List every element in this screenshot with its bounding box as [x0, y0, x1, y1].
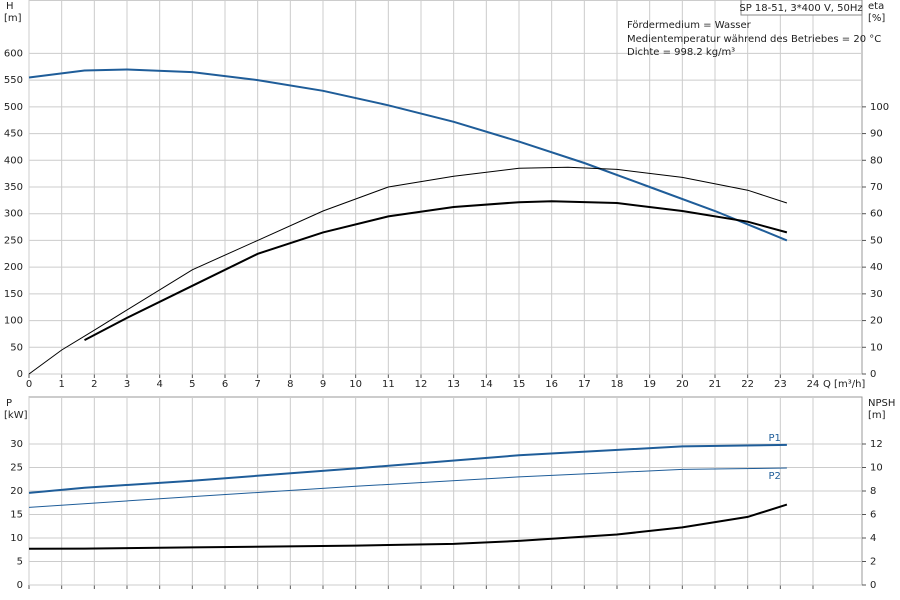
y2-tick-label: 20 [870, 316, 883, 327]
curve [28, 503, 788, 550]
curve [28, 68, 788, 242]
y2-tick-label: 80 [870, 155, 883, 166]
x-tick-label: 7 [254, 379, 260, 390]
y-tick-label: 400 [4, 155, 23, 166]
annotation: Fördermedium = Wasser [627, 20, 752, 31]
x-tick-label: 17 [578, 379, 591, 390]
y-axis-label: P [6, 398, 12, 409]
x-tick-label: 15 [513, 379, 526, 390]
y2-tick-label: 12 [870, 439, 883, 450]
x-tick-label: 13 [447, 379, 460, 390]
y2-tick-label: 8 [870, 486, 876, 497]
x-tick-label: 12 [415, 379, 428, 390]
y-tick-label: 500 [4, 102, 23, 113]
y-tick-label: 20 [10, 486, 23, 497]
curve [28, 443, 787, 494]
x-tick-label: 2 [91, 379, 97, 390]
model: SP 18-51, 3*400 V, 50Hz [739, 3, 862, 14]
y2-tick-label: 50 [870, 235, 883, 246]
y-tick-label: 50 [10, 342, 23, 353]
y2-tick-label: 0 [870, 580, 876, 591]
x-tick-label: 18 [611, 379, 624, 390]
y-tick-label: 5 [17, 557, 23, 568]
y2-tick-label: 10 [870, 463, 883, 474]
y-tick-label: 15 [10, 510, 23, 521]
x-tick-label: 4 [156, 379, 162, 390]
x-tick-label: 20 [676, 379, 689, 390]
y-tick-label: 10 [10, 533, 23, 544]
y2-tick-label: 90 [870, 129, 883, 140]
curve [28, 467, 787, 508]
y-tick-label: 300 [4, 209, 23, 220]
y-tick-label: 600 [4, 48, 23, 59]
y2-tick-label: 60 [870, 209, 883, 220]
y2-axis-unit: [m] [868, 410, 886, 421]
y-axis-label: H [6, 1, 14, 12]
y-tick-label: 0 [17, 369, 23, 380]
y2-tick-label: 4 [870, 533, 876, 544]
series-label: P2 [768, 471, 780, 482]
y-axis-unit: [kW] [4, 410, 28, 421]
x-tick-label: 16 [545, 379, 558, 390]
y2-axis-label: NPSH [868, 398, 895, 409]
curve [84, 200, 788, 341]
x-tick-label: 24 [807, 379, 820, 390]
y-tick-label: 550 [4, 75, 23, 86]
y-tick-label: 25 [10, 463, 23, 474]
y2-tick-label: 2 [870, 557, 876, 568]
x-tick-label: 8 [287, 379, 293, 390]
annotation: Dichte = 998.2 kg/m³ [627, 47, 735, 58]
y-tick-label: 200 [4, 262, 23, 273]
y-tick-label: 350 [4, 182, 23, 193]
x-tick-label: 22 [741, 379, 754, 390]
y2-tick-label: 6 [870, 510, 876, 521]
y-tick-label: 100 [4, 316, 23, 327]
y2-tick-label: 30 [870, 289, 883, 300]
x-tick-label: 9 [320, 379, 326, 390]
x-axis-label: Q [m³/h] [823, 379, 865, 390]
x-tick-label: 3 [124, 379, 130, 390]
x-tick-label: 1 [58, 379, 64, 390]
x-tick-label: 6 [222, 379, 228, 390]
curve [28, 166, 788, 375]
x-tick-label: 0 [26, 379, 32, 390]
annotation: Medientemperatur während des Betriebes =… [627, 34, 881, 45]
y-tick-label: 30 [10, 439, 23, 450]
y-axis-unit: [m] [4, 13, 22, 24]
series-label: P1 [768, 433, 780, 444]
y2-tick-label: 100 [870, 102, 889, 113]
y2-tick-label: 70 [870, 182, 883, 193]
y-tick-label: 0 [17, 580, 23, 591]
y-tick-label: 450 [4, 129, 23, 140]
y2-axis-label: eta [868, 1, 884, 12]
y2-tick-label: 0 [870, 369, 876, 380]
model-box [740, 0, 863, 16]
y-tick-label: 150 [4, 289, 23, 300]
x-tick-label: 10 [349, 379, 362, 390]
x-tick-label: 5 [189, 379, 195, 390]
x-tick-label: 21 [709, 379, 722, 390]
x-tick-label: 14 [480, 379, 493, 390]
x-tick-label: 11 [382, 379, 395, 390]
x-tick-label: 19 [643, 379, 656, 390]
y2-tick-label: 40 [870, 262, 883, 273]
y2-axis-unit: [%] [868, 13, 885, 24]
y2-tick-label: 10 [870, 342, 883, 353]
y-tick-label: 250 [4, 235, 23, 246]
x-tick-label: 23 [774, 379, 787, 390]
